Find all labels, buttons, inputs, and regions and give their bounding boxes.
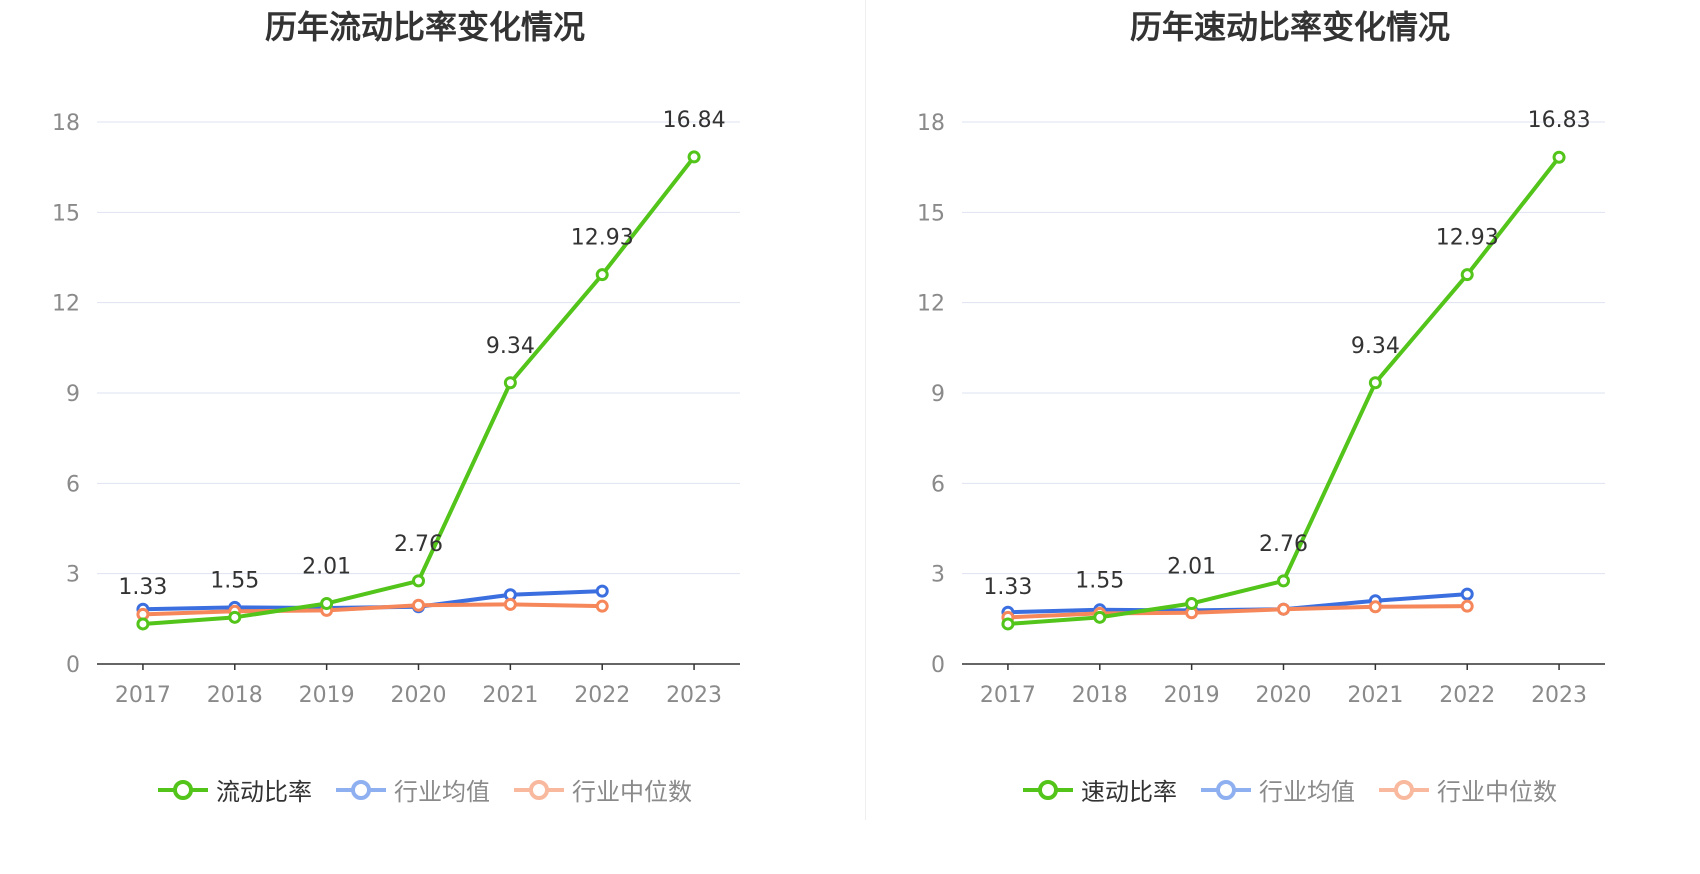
legend-label: 行业中位数	[1437, 778, 1557, 806]
y-tick-label: 15	[52, 201, 80, 226]
main-series-point[interactable]	[1277, 574, 1290, 588]
x-tick-label: 2019	[299, 683, 355, 708]
x-tick-label: 2019	[1164, 683, 1220, 708]
y-tick-label: 12	[917, 292, 945, 317]
x-tick-label: 2021	[1347, 683, 1403, 708]
y-tick-label: 12	[52, 292, 80, 317]
legend: 速动比率 行业均值 行业中位数	[865, 772, 1700, 807]
data-label: 1.33	[118, 575, 167, 600]
industry-average-series-point[interactable]	[1460, 587, 1474, 601]
panel-divider	[865, 0, 866, 820]
y-tick-label: 9	[931, 382, 945, 407]
legend-item-current-ratio[interactable]: 流动比率	[158, 772, 312, 807]
legend-item-industry-median[interactable]: 行业中位数	[514, 772, 692, 807]
y-tick-label: 6	[66, 472, 80, 497]
industry-median-series-point[interactable]	[503, 597, 517, 611]
industry-median-series-line	[142, 602, 603, 617]
main-series-point[interactable]	[1093, 610, 1107, 624]
industry-average-series-point[interactable]	[595, 584, 609, 598]
y-tick-label: 18	[917, 111, 945, 136]
legend-line-icon	[158, 779, 208, 800]
legend-item-quick-ratio[interactable]: 速动比率	[1023, 772, 1177, 807]
x-tick-label: 2018	[207, 683, 263, 708]
main-series-point[interactable]	[320, 596, 334, 610]
main-series-point[interactable]	[1185, 596, 1199, 610]
y-tick-label: 9	[66, 382, 80, 407]
y-tick-label: 3	[66, 563, 80, 588]
legend-item-industry-average[interactable]: 行业均值	[336, 772, 490, 807]
legend-label: 流动比率	[216, 778, 312, 806]
main-series-point[interactable]	[687, 150, 701, 164]
main-series-point[interactable]	[1368, 376, 1382, 390]
data-label: 9.34	[1351, 334, 1400, 359]
industry-median-series-point[interactable]	[1277, 602, 1290, 616]
x-tick-label: 2017	[115, 683, 171, 708]
main-series-point[interactable]	[1001, 617, 1015, 631]
main-series-point[interactable]	[228, 610, 242, 624]
legend-line-icon	[514, 779, 564, 800]
x-tick-label: 2018	[1072, 683, 1128, 708]
legend: 流动比率 行业均值 行业中位数	[0, 772, 850, 807]
legend-line-icon	[1379, 779, 1429, 800]
y-tick-label: 15	[917, 201, 945, 226]
main-series-point[interactable]	[595, 268, 609, 282]
legend-label: 行业中位数	[572, 778, 692, 806]
industry-median-series-point[interactable]	[1368, 600, 1382, 614]
industry-median-series-point[interactable]	[1460, 599, 1474, 613]
x-tick-label: 2017	[980, 683, 1036, 708]
chart-title: 历年速动比率变化情况	[1129, 8, 1450, 46]
main-series-point[interactable]	[1460, 268, 1474, 282]
quick-ratio-chart: 0 3 6 9 12 15 18 2017 2018 2019 2020 2021 2022 2023 1.…	[917, 108, 1605, 708]
legend-item-industry-median[interactable]: 行业中位数	[1379, 772, 1557, 807]
data-label: 9.34	[486, 334, 535, 359]
data-label: 2.01	[1167, 554, 1216, 579]
x-tick-label: 2023	[1531, 683, 1587, 708]
legend-line-icon	[1023, 779, 1073, 800]
main-series-point[interactable]	[136, 617, 150, 631]
industry-median-series-line	[1007, 604, 1468, 620]
chart-title: 历年流动比率变化情况	[264, 8, 585, 46]
x-tick-label: 2020	[391, 683, 447, 708]
data-label: 1.55	[210, 568, 259, 593]
data-label: 2.01	[302, 554, 351, 579]
y-tick-label: 0	[931, 653, 945, 678]
y-tick-label: 0	[66, 653, 80, 678]
legend-item-industry-average[interactable]: 行业均值	[1201, 772, 1355, 807]
legend-line-icon	[336, 779, 386, 800]
legend-line-icon	[1201, 779, 1251, 800]
x-tick-label: 2022	[574, 683, 630, 708]
industry-median-series-point[interactable]	[595, 599, 609, 613]
data-label: 12.93	[571, 226, 634, 251]
legend-label: 行业均值	[1259, 778, 1355, 806]
x-tick-label: 2023	[666, 683, 722, 708]
data-label: 1.33	[983, 575, 1032, 600]
x-tick-label: 2020	[1256, 683, 1312, 708]
industry-median-series-point[interactable]	[412, 598, 425, 612]
data-label: 16.84	[663, 108, 726, 133]
main-series-point[interactable]	[412, 574, 425, 588]
x-tick-label: 2021	[482, 683, 538, 708]
y-tick-label: 3	[931, 563, 945, 588]
current-ratio-chart: 0 3 6 9 12 15 18 2017 2018 2019 2020 2021 2022 2023 1.…	[52, 108, 740, 708]
legend-label: 行业均值	[394, 778, 490, 806]
data-label: 2.76	[1259, 532, 1308, 557]
main-series-point[interactable]	[503, 376, 517, 390]
y-tick-label: 18	[52, 111, 80, 136]
data-label: 16.83	[1528, 108, 1591, 133]
legend-label: 速动比率	[1081, 778, 1177, 806]
main-series-point[interactable]	[1552, 150, 1566, 164]
chart-panel-quick-ratio: 历年速动比率变化情况 0 3 6 9 12 15 18 2017 2018 2019 2020 202…	[865, 0, 1700, 874]
x-tick-label: 2022	[1439, 683, 1495, 708]
data-label: 12.93	[1436, 226, 1499, 251]
data-label: 1.55	[1075, 568, 1124, 593]
chart-panel-current-ratio: 历年流动比率变化情况 0 3 6 9 12 15 18 2017 2018 2019 2020 202…	[0, 8, 850, 807]
y-tick-label: 6	[931, 472, 945, 497]
data-label: 2.76	[394, 532, 443, 557]
